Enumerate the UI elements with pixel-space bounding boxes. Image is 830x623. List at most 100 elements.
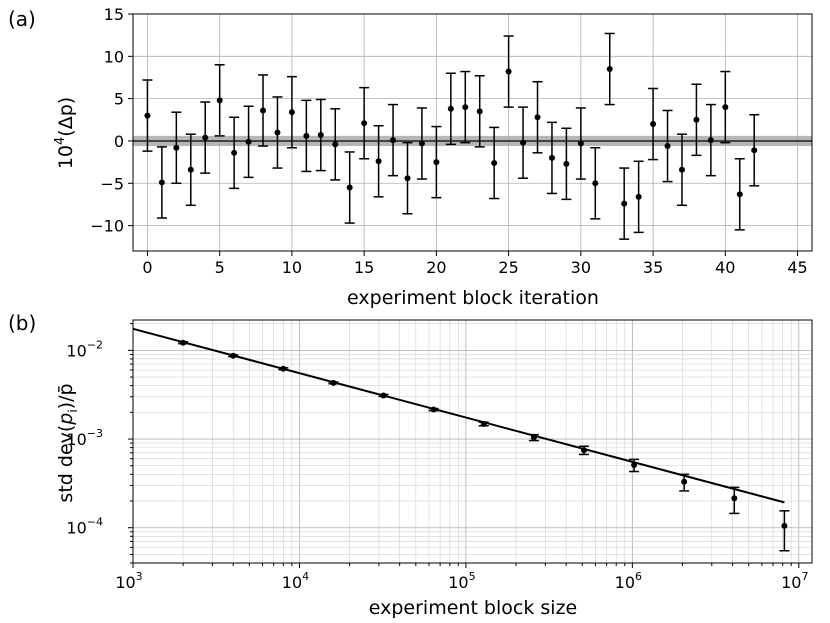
panel-b-y-axis-label-suffix: )/p̄ [55,383,77,409]
panel-a-x-tick-label: 45 [787,258,807,277]
panel-a-data-point [303,132,310,139]
panel-a-data-point [491,159,498,166]
panel-b-data-point [681,478,688,485]
panel-a-x-tick-label: 20 [426,258,446,277]
panel-a-ticks: 0 5 10 15 20 25 30 35 40 45 −10 −5 0 5 10 15 [90,5,807,277]
panel-b-data-point [180,339,187,346]
panel-b-grid [132,320,812,564]
panel-b-label: (b) [8,311,36,335]
panel-a-data-point [621,200,628,207]
panel-a-x-tick-label: 5 [215,258,225,277]
panel-a-data-point [375,158,382,165]
panel-a-data-point [693,116,700,123]
panel-a-y-axis-label-exponent: 4 [53,137,68,145]
panel-a-y-axis-label-quantity: (Δp) [55,97,77,137]
panel-a-y-axis-label: 104(Δp) [53,97,77,169]
panel-a-data-point [187,166,194,173]
panel-b-data-point [781,522,788,529]
panel-a-data-point [361,120,368,127]
panel-b-frame [132,319,813,564]
panel-a-y-tick-label: 10 [104,47,124,66]
panel-b-data-point [280,365,287,372]
panel-a-data-point [548,154,555,161]
panel-a-data-point [274,129,281,136]
panel-a-y-tick-label: −5 [100,174,124,193]
panel-b-x-tick-label: 107 [781,570,808,592]
panel-b-data-points [178,339,790,552]
panel-a-y-axis-label-base: 10 [55,145,77,169]
panel-a-label: (a) [8,7,36,31]
panel-a-data-point [245,138,252,145]
panel-a-x-tick-label: 25 [498,258,518,277]
panel-b-x-tick-label-exponent: 7 [801,570,808,583]
panel-a-data-point [447,105,454,112]
panel-a-data-point [433,159,440,166]
panel-a-data-point [707,137,714,144]
panel-b-y-tick-label: 10−4 [66,516,103,538]
panel-b-y-tick-label: 10−2 [66,338,103,360]
panel-b-x-tick-label-exponent: 6 [635,570,642,583]
panel-a-data-point [664,143,671,150]
panel-a-data-point [563,160,570,167]
panel-a-data-point [317,132,324,139]
panel-b-data-point [530,434,537,441]
panel-a-data-point [736,191,743,198]
panel-a-data-point [520,139,527,146]
panel-a-data-point [650,121,657,128]
panel-b-x-tick-label-base: 10 [615,573,635,592]
panel-a-data-point [346,184,353,191]
panel-b-y-tick-label: 10−3 [66,427,103,449]
panel-a-data-point [678,166,685,173]
panel-b-x-tick-label-exponent: 3 [136,570,143,583]
panel-a-x-tick-label: 30 [571,258,591,277]
panel-a-x-tick-label: 35 [643,258,663,277]
panel-a-data-point [158,179,165,186]
panel-b-x-tick-label: 105 [448,570,475,592]
panel-b-y-tick-label-exponent: −4 [87,516,103,529]
panel-b-x-tick-label-exponent: 5 [469,570,476,583]
panel-a-data-point [592,180,599,187]
panel-a-x-axis-label: experiment block iteration [347,287,599,309]
panel-b-x-tick-label: 106 [615,570,642,592]
panel-a-y-tick-label: 0 [114,132,124,151]
panel-b-x-tick-label: 104 [282,570,309,592]
panel-a-data-point [231,149,238,156]
panel-b-x-tick-label-exponent: 4 [302,570,309,583]
panel-a-y-tick-label: 15 [104,5,124,24]
panel-a-frame [132,13,813,252]
panel-a-x-tick-label: 15 [354,258,374,277]
panel-b-y-tick-label-exponent: −2 [87,338,103,351]
panel-a-data-point [173,144,180,151]
panel-a-y-tick-label: −10 [90,217,124,236]
panel-a-data-point [418,140,425,147]
panel-b-data-point [230,352,237,359]
panel-b-data-point [430,406,437,413]
panel-b-data-point [580,447,587,454]
panel-b-y-tick-label-base: 10 [66,341,86,360]
panel-b-data-point [380,392,387,399]
panel-b-x-tick-label-base: 10 [781,573,801,592]
panel-a-data-point [476,108,483,115]
panel-a-data-point [577,140,584,147]
panel-a-data-point [332,141,339,148]
panel-b-x-tick-label-base: 10 [448,573,468,592]
panel-a-data-point [505,68,512,75]
panel-b-y-axis-label-prefix: std dev( [55,425,77,503]
panel-a: (a) 0 5 10 15 20 25 30 35 40 45 −10 −5 0 5 10 15 experi… [8,5,813,309]
panel-b-y-tick-label-exponent: −3 [87,427,103,440]
panel-b-x-tick-label: 103 [115,570,142,592]
panel-a-x-tick-label: 10 [282,258,302,277]
panel-a-data-point [390,137,397,144]
panel-b-y-tick-label-base: 10 [66,430,86,449]
panel-a-data-point [216,97,223,104]
panel-b-y-axis-label: std dev(pi)/p̄ [55,383,80,502]
panel-a-data-point [202,134,209,141]
panel-a-data-point [462,104,469,111]
panel-a-data-point [288,109,295,116]
panel-b-y-tick-label-base: 10 [66,519,86,538]
panel-b-data-point [731,495,738,502]
panel-b-x-axis-label: experiment block size [369,597,577,619]
panel-a-data-points [142,32,760,240]
panel-a-data-point [606,66,613,73]
